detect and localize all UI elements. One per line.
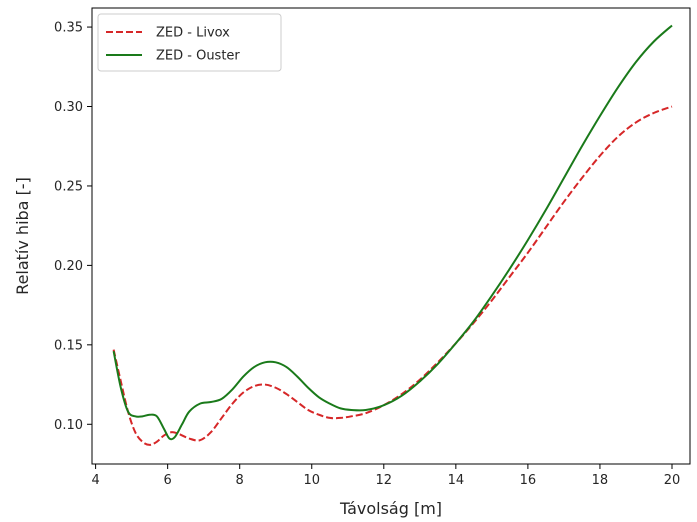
x-tick-label: 4: [91, 473, 99, 488]
legend: ZED - Livox ZED - Ouster: [97, 13, 282, 72]
y-tick-label: 0.25: [54, 179, 83, 194]
x-tick-label: 16: [520, 473, 537, 488]
y-axis-label: Relatív hiba [-]: [13, 177, 32, 295]
series-line-zed-ouster: [112, 24, 673, 441]
x-tick-label: 20: [664, 473, 681, 488]
x-axis: 4 6 8 10 12 14 16 18 20: [91, 464, 680, 488]
y-tick-label: 0.15: [54, 338, 83, 353]
y-tick-label: 0.10: [54, 418, 83, 433]
x-axis-label: Távolság [m]: [339, 499, 442, 518]
y-axis: 0.10 0.15 0.20 0.25 0.30 0.35: [54, 21, 92, 433]
legend-box: [97, 13, 282, 72]
series-line-zed-livox: [112, 105, 673, 446]
y-tick-label: 0.20: [54, 259, 83, 274]
y-tick-label: 0.30: [54, 100, 83, 115]
x-tick-label: 14: [448, 473, 465, 488]
x-tick-label: 12: [376, 473, 393, 488]
plot-area: [91, 7, 691, 465]
legend-label-zed-livox: ZED - Livox: [156, 26, 230, 41]
x-tick-label: 10: [303, 473, 320, 488]
x-tick-label: 8: [236, 473, 244, 488]
series-layer: [112, 24, 673, 446]
legend-label-zed-ouster: ZED - Ouster: [156, 49, 240, 64]
y-tick-label: 0.35: [54, 21, 83, 36]
x-tick-label: 6: [164, 473, 172, 488]
x-tick-label: 18: [592, 473, 609, 488]
